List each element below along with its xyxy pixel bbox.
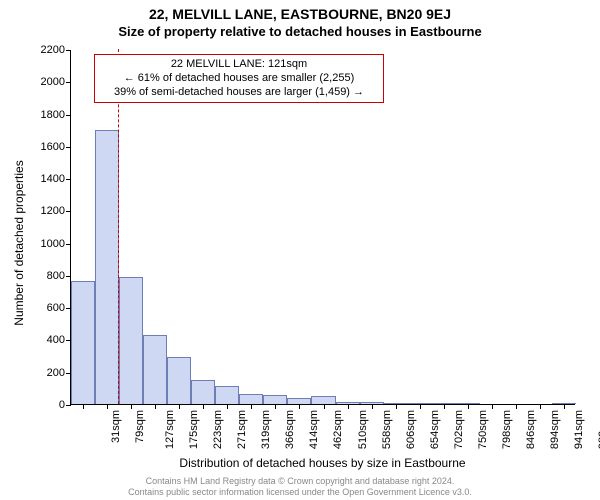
histogram-bar (215, 386, 239, 404)
xtick-mark (227, 404, 228, 409)
histogram-bar (119, 277, 143, 404)
histogram-bar (311, 396, 335, 404)
footer-attribution: Contains HM Land Registry data © Crown c… (0, 476, 600, 498)
xtick-label: 798sqm (501, 410, 513, 449)
footer-line-2: Contains public sector information licen… (0, 487, 600, 498)
ytick-label: 1600 (41, 141, 71, 153)
xtick-mark (516, 404, 517, 409)
ytick-label: 0 (59, 399, 71, 411)
x-axis-label: Distribution of detached houses by size … (70, 456, 575, 470)
chart-container: 22, MELVILL LANE, EASTBOURNE, BN20 9EJ S… (0, 0, 600, 500)
annotation-line: 39% of semi-detached houses are larger (… (101, 86, 377, 100)
xtick-mark (540, 404, 541, 409)
xtick-label: 175sqm (188, 410, 200, 449)
ytick-label: 2000 (41, 76, 71, 88)
xtick-label: 223sqm (212, 410, 224, 449)
ytick-label: 1000 (41, 238, 71, 250)
xtick-mark (251, 404, 252, 409)
xtick-mark (107, 404, 108, 409)
y-axis-label: Number of detached properties (12, 78, 26, 243)
xtick-mark (299, 404, 300, 409)
xtick-label: 510sqm (357, 410, 369, 449)
xtick-mark (444, 404, 445, 409)
histogram-bar (263, 395, 287, 404)
xtick-label: 462sqm (333, 410, 345, 449)
chart-titles: 22, MELVILL LANE, EASTBOURNE, BN20 9EJ S… (0, 0, 600, 39)
annotation-line: 22 MELVILL LANE: 121sqm (101, 58, 377, 72)
ytick-label: 1800 (41, 109, 71, 121)
xtick-mark (468, 404, 469, 409)
histogram-bar (95, 130, 119, 404)
xtick-label: 941sqm (573, 410, 585, 449)
xtick-mark (155, 404, 156, 409)
xtick-mark (324, 404, 325, 409)
annotation-box: 22 MELVILL LANE: 121sqm← 61% of detached… (94, 54, 384, 103)
ytick-label: 2200 (41, 44, 71, 56)
xtick-mark (131, 404, 132, 409)
ytick-label: 400 (47, 334, 71, 346)
xtick-label: 894sqm (549, 410, 561, 449)
xtick-label: 702sqm (453, 410, 465, 449)
xtick-mark (396, 404, 397, 409)
xtick-label: 750sqm (477, 410, 489, 449)
ytick-label: 1200 (41, 205, 71, 217)
plot-area: 0200400600800100012001400160018002000220… (70, 50, 575, 405)
histogram-bar (191, 380, 215, 404)
xtick-mark (492, 404, 493, 409)
xtick-label: 79sqm (134, 410, 146, 443)
chart-title-sub: Size of property relative to detached ho… (0, 24, 600, 39)
xtick-label: 558sqm (381, 410, 393, 449)
histogram-bar (239, 394, 263, 404)
ytick-label: 1400 (41, 173, 71, 185)
xtick-mark (564, 404, 565, 409)
annotation-line: ← 61% of detached houses are smaller (2,… (101, 72, 377, 86)
ytick-label: 200 (47, 367, 71, 379)
xtick-label: 414sqm (309, 410, 321, 449)
histogram-bar (167, 357, 191, 404)
chart-title-main: 22, MELVILL LANE, EASTBOURNE, BN20 9EJ (0, 6, 600, 22)
xtick-label: 271sqm (236, 410, 248, 449)
xtick-mark (179, 404, 180, 409)
xtick-label: 654sqm (429, 410, 441, 449)
xtick-label: 606sqm (405, 410, 417, 449)
xtick-label: 319sqm (260, 410, 272, 449)
xtick-mark (420, 404, 421, 409)
histogram-bar (71, 281, 95, 404)
histogram-bar (143, 335, 167, 404)
xtick-mark (372, 404, 373, 409)
ytick-label: 800 (47, 270, 71, 282)
footer-line-1: Contains HM Land Registry data © Crown c… (0, 476, 600, 487)
xtick-mark (275, 404, 276, 409)
xtick-label: 127sqm (164, 410, 176, 449)
plot-region: 0200400600800100012001400160018002000220… (70, 50, 575, 405)
ytick-label: 600 (47, 302, 71, 314)
xtick-mark (348, 404, 349, 409)
xtick-label: 366sqm (284, 410, 296, 449)
xtick-label: 846sqm (525, 410, 537, 449)
xtick-mark (83, 404, 84, 409)
xtick-mark (203, 404, 204, 409)
xtick-label: 31sqm (110, 410, 122, 443)
